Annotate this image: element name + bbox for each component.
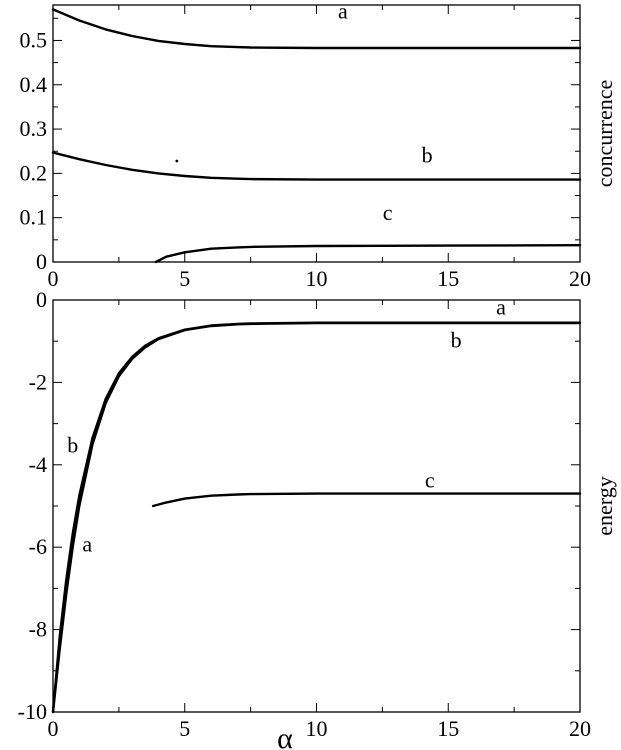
energy-y-tick-label: -2: [29, 369, 47, 394]
concurrence-y-tick-label: 0.4: [20, 72, 48, 97]
energy-curve-label-b: b: [451, 327, 462, 352]
energy-curve-label-b: b: [67, 432, 78, 457]
energy-plot-frame: [52, 299, 581, 713]
energy-series-a: [51, 321, 582, 714]
concurrence-x-tick-label: 20: [569, 266, 591, 291]
concurrence-curve-label-b: b: [422, 142, 433, 167]
concurrence-axis-label: concurrence: [592, 80, 617, 187]
energy-series-c: [151, 492, 582, 508]
energy-y-tick-label: -10: [18, 699, 47, 724]
energy-y-tick-label: 0: [36, 287, 47, 312]
concurrence-y-tick-label: 0.1: [20, 205, 48, 230]
concurrence-panel: 0 5 10 15 20 0 0.1 0.2 0.3 0.4 0.5 concurrence a b c: [20, 0, 618, 291]
concurrence-plot-frame: [52, 4, 581, 263]
concurrence-x-tick-label: 15: [437, 266, 459, 291]
energy-curve-label-a: a: [496, 294, 506, 319]
concurrence-y-tick-label: 0.2: [20, 160, 48, 185]
energy-curve-label-a: a: [82, 531, 92, 556]
energy-x-tick-label: 5: [179, 716, 190, 741]
energy-y-tick-label: -4: [29, 452, 47, 477]
concurrence-stray-point: [175, 159, 179, 163]
concurrence-y-tick-label: 0.5: [20, 27, 48, 52]
energy-axis-label: energy: [592, 476, 617, 535]
concurrence-x-tick-label: 10: [306, 266, 328, 291]
energy-series-b: [51, 321, 582, 714]
energy-x-tick-label: 20: [569, 716, 591, 741]
concurrence-curve-label-c: c: [383, 200, 393, 225]
energy-y-tick-label: -6: [29, 534, 47, 559]
energy-panel: 0 5 10 15 20 -10 -8 -6 -4 -2 0 energy α a b b c a: [18, 287, 617, 750]
alpha-axis-label: α: [277, 722, 293, 750]
concurrence-x-tick-label: 0: [48, 266, 59, 291]
concurrence-series-c: [154, 243, 582, 264]
concurrence-y-tick-label: 0.3: [20, 116, 48, 141]
concurrence-y-tick-label: 0: [36, 249, 47, 274]
energy-y-tick-label: -8: [29, 617, 47, 642]
concurrence-x-tick-label: 5: [179, 266, 190, 291]
energy-curve-label-c: c: [425, 467, 435, 492]
concurrence-curve-label-a: a: [338, 0, 348, 23]
concurrence-series-a: [51, 8, 582, 50]
energy-x-tick-label: 15: [437, 716, 459, 741]
concurrence-series-b: [51, 151, 582, 181]
energy-x-tick-label: 0: [48, 716, 59, 741]
energy-x-tick-label: 10: [306, 716, 328, 741]
